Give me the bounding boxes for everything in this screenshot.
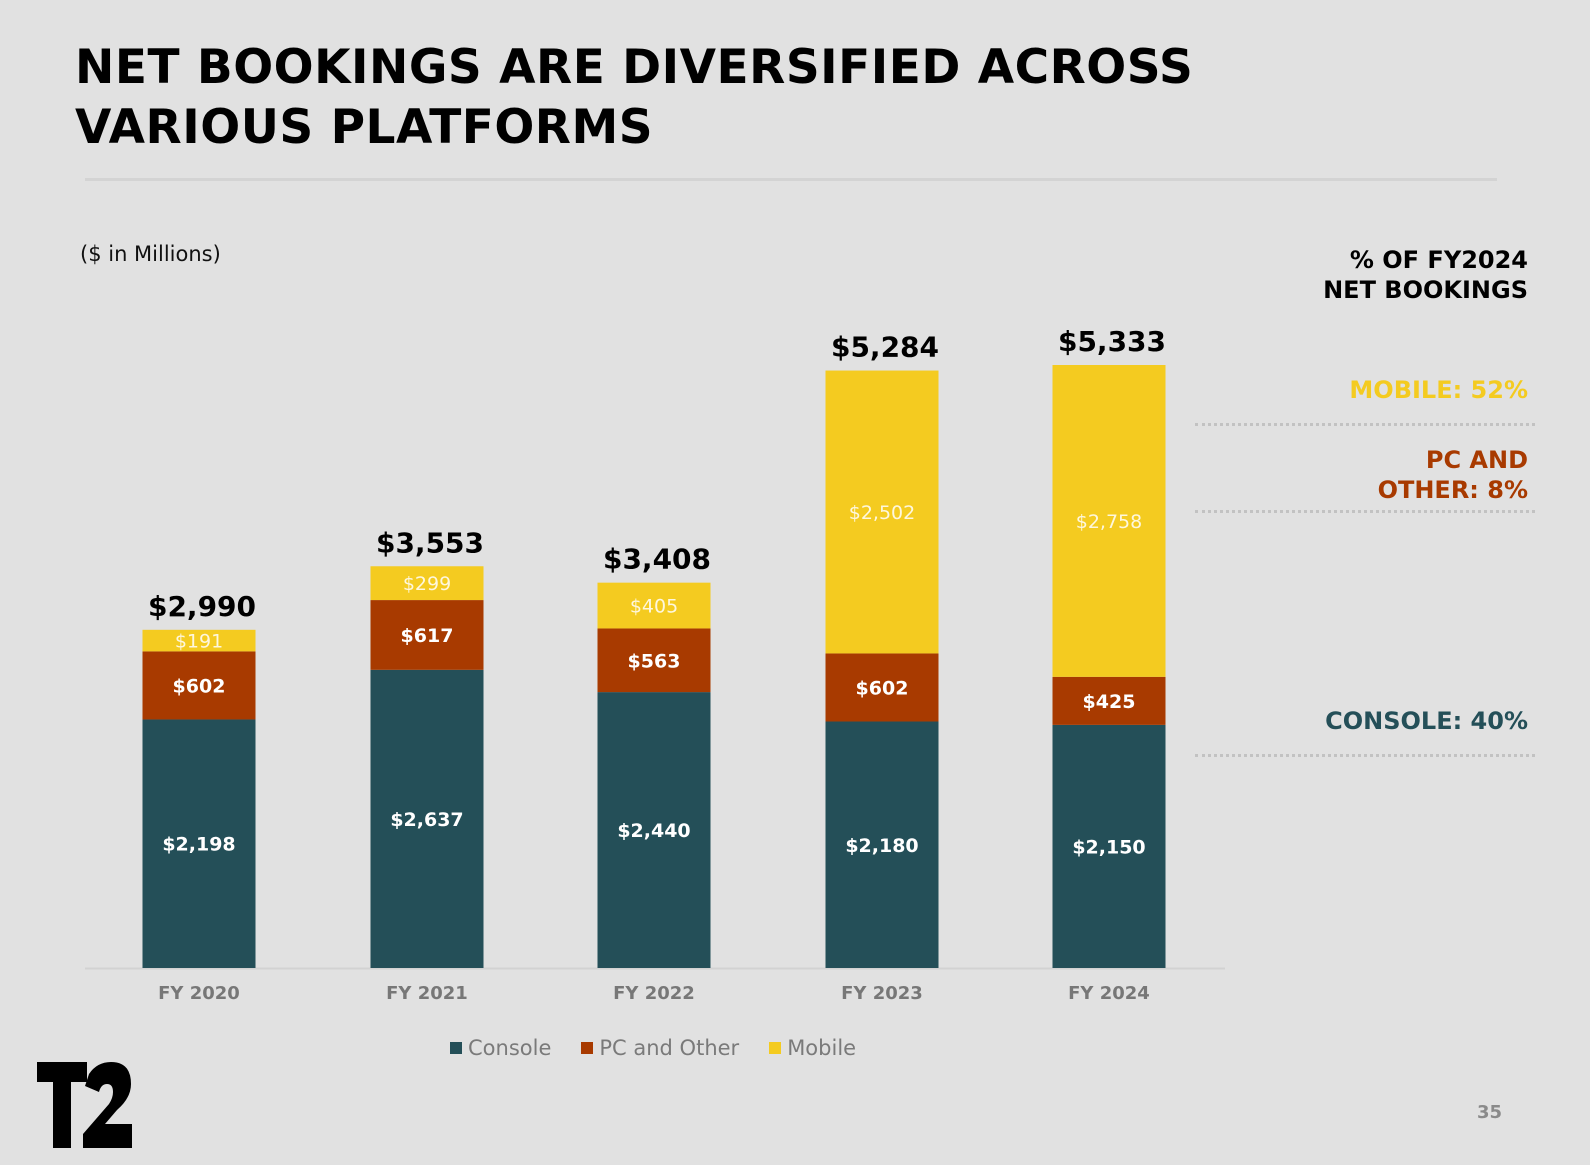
- legend-swatch-mobile: [769, 1042, 782, 1054]
- x-tick-label: FY 2021: [386, 983, 468, 1004]
- x-tick-label: FY 2023: [841, 983, 923, 1004]
- mobile-share-label: MOBILE: 52%: [1349, 376, 1528, 404]
- side-heading-line1: % OF FY2024: [1349, 246, 1528, 274]
- pc-share-label: PC AND OTHER: 8%: [1378, 445, 1528, 505]
- legend-item-console: Console: [450, 1036, 551, 1060]
- bar-total-label: $5,333: [1058, 325, 1166, 358]
- console-share-label: CONSOLE: 40%: [1325, 707, 1528, 735]
- bar-total-label: $2,990: [148, 590, 256, 623]
- x-tick-label: FY 2024: [1068, 983, 1150, 1004]
- side-panel-heading: % OF FY2024 NET BOOKINGS: [1323, 245, 1528, 305]
- bar-total-label: $5,284: [831, 331, 939, 364]
- pc-divider: [1195, 510, 1535, 513]
- bar-segment-console-fy-2020: [142, 719, 256, 968]
- bar-segment-pc-and-other-fy-2022: [597, 628, 711, 693]
- segment-value-label: $602: [173, 675, 226, 697]
- console-divider: [1195, 754, 1535, 757]
- mobile-divider: [1195, 423, 1535, 426]
- legend-item-mobile: Mobile: [769, 1036, 856, 1060]
- x-tick-label: FY 2020: [158, 983, 240, 1004]
- page-title: NET BOOKINGS ARE DIVERSIFIED ACROSS VARI…: [75, 40, 1194, 155]
- bar-segment-pc-and-other-fy-2023: [825, 653, 939, 722]
- segment-value-label: $563: [628, 650, 681, 672]
- bar-segment-pc-and-other-fy-2021: [370, 600, 484, 670]
- title-divider: [85, 178, 1497, 181]
- page-number: 35: [1476, 1102, 1502, 1123]
- segment-value-label: $2,150: [1072, 836, 1145, 858]
- bar-segment-pc-and-other-fy-2020: [142, 651, 256, 720]
- t2-logo: [37, 1062, 132, 1148]
- bar-segment-mobile-fy-2020: [142, 629, 256, 652]
- segment-value-label: $405: [630, 596, 678, 618]
- bar-segment-console-fy-2024: [1052, 724, 1166, 968]
- segment-value-label: $2,440: [617, 820, 690, 842]
- bar-segment-mobile-fy-2023: [825, 370, 939, 654]
- segment-value-label: $191: [175, 631, 223, 653]
- pc-share-line1: PC AND: [1425, 446, 1528, 474]
- x-tick-label: FY 2022: [613, 983, 695, 1004]
- bar-segment-console-fy-2022: [597, 692, 711, 968]
- segment-value-label: $2,502: [849, 502, 915, 524]
- legend-swatch-pc: [581, 1042, 594, 1054]
- segment-value-label: $299: [403, 573, 451, 595]
- bar-segment-mobile-fy-2021: [370, 566, 484, 601]
- legend-swatch-console: [450, 1042, 462, 1054]
- segment-value-label: $2,180: [845, 835, 918, 857]
- bar-segment-mobile-fy-2024: [1052, 365, 1166, 677]
- stacked-bar-chart: $2,198 $602 $191 $2,990 FY 2020 $2,637 $617 $29…: [85, 325, 1225, 1004]
- units-label: ($ in Millions): [80, 242, 221, 266]
- legend-label-pc: PC and Other: [599, 1036, 740, 1060]
- bar-segment-console-fy-2023: [825, 721, 939, 968]
- segment-value-label: $425: [1083, 691, 1136, 713]
- side-heading-line2: NET BOOKINGS: [1323, 276, 1528, 304]
- segment-value-label: $617: [401, 625, 454, 647]
- bar-segment-console-fy-2021: [370, 669, 484, 968]
- segment-value-label: $602: [856, 677, 909, 699]
- segment-value-label: $2,198: [162, 834, 235, 856]
- legend-label-console: Console: [468, 1036, 552, 1060]
- segment-value-label: $2,758: [1076, 511, 1142, 533]
- bar-segment-mobile-fy-2022: [597, 582, 711, 629]
- bar-total-label: $3,553: [376, 526, 484, 559]
- chart-legend: Console PC and Other Mobile: [450, 1036, 856, 1060]
- legend-item-pc: PC and Other: [581, 1036, 739, 1060]
- segment-value-label: $2,637: [390, 809, 463, 831]
- pc-share-line2: OTHER: 8%: [1377, 476, 1528, 504]
- legend-label-mobile: Mobile: [787, 1036, 857, 1060]
- bar-segment-pc-and-other-fy-2024: [1052, 676, 1166, 725]
- bar-total-label: $3,408: [603, 543, 711, 576]
